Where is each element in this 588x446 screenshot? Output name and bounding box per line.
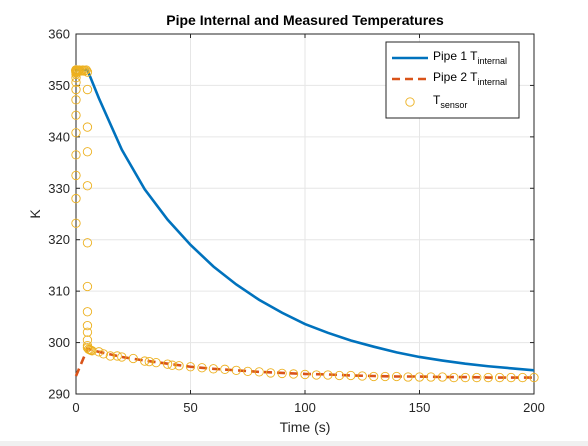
sensor-point <box>220 364 230 374</box>
sensor-point <box>254 367 264 377</box>
sensor-point <box>82 307 93 317</box>
y-tick-label: 290 <box>48 387 70 402</box>
series-line-1 <box>76 68 535 372</box>
sensor-point <box>71 150 81 160</box>
y-tick-label: 350 <box>48 78 70 93</box>
sensor-point <box>231 365 241 375</box>
sensor-point <box>71 128 81 138</box>
sensor-point <box>71 84 81 95</box>
sensor-point <box>82 335 93 345</box>
sensor-point <box>71 73 81 83</box>
sensor-point <box>71 193 81 204</box>
sensor-point <box>288 369 299 379</box>
sensor-point <box>243 366 253 377</box>
sensor-point <box>197 363 207 373</box>
sensor-point <box>460 372 470 383</box>
sensor-point <box>323 370 333 380</box>
sensor-point <box>71 110 81 120</box>
sensor-point <box>483 372 493 383</box>
sensor-point <box>128 353 138 364</box>
sensor-point <box>357 371 367 381</box>
sensor-point <box>449 372 459 383</box>
sensor-point <box>82 84 93 95</box>
sensor-point <box>117 352 127 362</box>
sensor-point <box>82 181 93 191</box>
sensor-point <box>300 369 310 380</box>
sensor-point <box>87 346 97 356</box>
sensor-point <box>82 343 93 353</box>
sensor-point <box>112 351 122 361</box>
sensor-point <box>426 372 436 382</box>
chart-title: Pipe Internal and Measured Temperatures <box>166 12 444 28</box>
x-tick-label: 200 <box>523 400 545 415</box>
sensor-point <box>105 351 116 361</box>
sensor-point <box>472 372 482 383</box>
sensor-point <box>151 357 161 368</box>
sensor-point <box>71 95 81 105</box>
sensor-point <box>82 281 93 292</box>
sensor-point <box>414 372 425 382</box>
sensor-point <box>71 218 81 228</box>
sensor-point <box>277 368 287 379</box>
sensor-point <box>311 370 322 380</box>
sensor-point <box>162 359 173 369</box>
sensor-point <box>334 370 344 381</box>
sensor-point <box>529 372 539 383</box>
series-layer <box>71 65 539 383</box>
sensor-point <box>82 320 93 331</box>
sensor-point <box>98 349 109 359</box>
y-tick-label: 320 <box>48 232 70 247</box>
sensor-point <box>494 372 505 383</box>
y-tick-label: 300 <box>48 335 70 350</box>
y-axis-label: K <box>27 209 43 219</box>
sensor-point <box>94 347 104 357</box>
sensor-point <box>391 371 402 382</box>
legend-marker <box>405 97 415 107</box>
series-line-2 <box>74 347 534 379</box>
y-tick-label: 330 <box>48 181 70 196</box>
x-tick-label: 0 <box>72 400 79 415</box>
sensor-point <box>140 356 150 366</box>
x-tick-label: 150 <box>409 400 431 415</box>
sensor-point <box>437 372 448 382</box>
sensor-point <box>82 67 93 77</box>
sensor-point <box>71 170 81 181</box>
sensor-point <box>82 147 93 157</box>
x-tick-label: 100 <box>294 400 316 415</box>
sensor-point <box>185 362 196 372</box>
legend-label-subscript: internal <box>477 56 507 66</box>
sensor-point <box>506 372 516 383</box>
y-tick-label: 310 <box>48 284 70 299</box>
y-tick-label: 360 <box>48 27 70 42</box>
sensor-point <box>174 361 184 371</box>
sensor-point <box>82 327 93 337</box>
sensor-point <box>144 356 154 367</box>
y-tick-label: 340 <box>48 129 70 144</box>
sensor-point <box>369 371 379 382</box>
ticks: 0 50 100 150 200 290 300 310 320 330 340 350 360 <box>48 27 545 416</box>
x-tick-label: 50 <box>183 400 197 415</box>
sensor-point <box>403 372 413 382</box>
sensor-point <box>167 360 177 370</box>
sensor-point <box>517 372 528 383</box>
sensor-point <box>81 65 91 75</box>
x-axis-label: Time (s) <box>280 419 331 435</box>
sensor-point <box>380 371 390 382</box>
sensor-point <box>82 238 93 248</box>
sensor-point <box>208 364 219 374</box>
sensor-point <box>265 368 276 378</box>
sensor-point <box>346 370 356 381</box>
sensor-point <box>82 122 93 132</box>
legend-label-subscript: internal <box>477 77 507 87</box>
legend-label-subscript: sensor <box>440 100 467 110</box>
